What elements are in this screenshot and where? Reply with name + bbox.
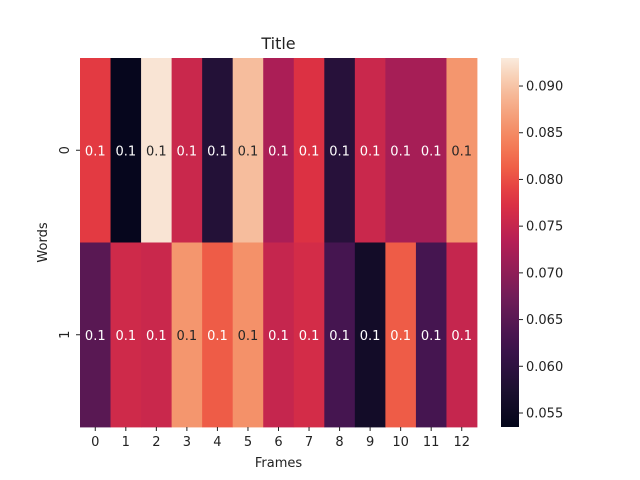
cell-value-label: 0.1 bbox=[390, 329, 411, 344]
x-axis-ticks: 0 1 2 3 4 5 6 7 8 9 10 11 12 bbox=[91, 427, 470, 450]
y-tick-label: 0 bbox=[58, 146, 73, 154]
y-axis-ticks: 01 bbox=[58, 146, 80, 339]
colorbar-tick-label: 0.065 bbox=[526, 313, 563, 328]
heatmap-cell bbox=[232, 58, 264, 243]
cell-value-label: 0.1 bbox=[115, 144, 136, 159]
cell-value-label: 0.1 bbox=[329, 144, 350, 159]
chart-title: Title bbox=[260, 34, 295, 53]
cell-value-label: 0.1 bbox=[177, 329, 198, 344]
cell-value-label: 0.1 bbox=[207, 144, 228, 159]
x-tick-label: 9 bbox=[366, 435, 374, 450]
heatmap-cell bbox=[80, 242, 111, 428]
heatmap-cell bbox=[446, 58, 478, 243]
heatmap-cell bbox=[263, 58, 295, 243]
heatmap-cell bbox=[415, 242, 447, 428]
cell-value-label: 0.1 bbox=[146, 144, 167, 159]
x-tick-label: 5 bbox=[244, 435, 252, 450]
cell-value-label: 0.1 bbox=[85, 144, 106, 159]
x-tick-label: 12 bbox=[453, 435, 470, 450]
cell-value-label: 0.1 bbox=[360, 144, 381, 159]
x-tick-label: 11 bbox=[423, 435, 440, 450]
heatmap-cell bbox=[293, 58, 325, 243]
colorbar-ticks: 0.055 0.060 0.065 0.070 0.075 0.080 0.085 0.090 bbox=[519, 80, 563, 421]
cell-value-label: 0.1 bbox=[85, 329, 106, 344]
heatmap-cell bbox=[385, 242, 417, 428]
heatmap-cell bbox=[446, 242, 478, 428]
cell-value-label: 0.1 bbox=[268, 144, 289, 159]
cell-value-label: 0.1 bbox=[207, 329, 228, 344]
heatmap-cell bbox=[80, 58, 111, 243]
colorbar bbox=[501, 58, 519, 427]
x-tick-label: 8 bbox=[335, 435, 343, 450]
cell-value-label: 0.1 bbox=[238, 329, 259, 344]
heatmap-cell bbox=[293, 242, 325, 428]
colorbar-tick-label: 0.060 bbox=[526, 360, 563, 375]
x-tick-label: 4 bbox=[213, 435, 221, 450]
x-tick-label: 2 bbox=[152, 435, 160, 450]
cell-value-label: 0.1 bbox=[115, 329, 136, 344]
x-axis-label: Frames bbox=[255, 456, 303, 471]
colorbar-tick-label: 0.090 bbox=[526, 80, 563, 95]
x-tick-label: 7 bbox=[305, 435, 313, 450]
cell-value-label: 0.1 bbox=[451, 144, 472, 159]
heatmap-cell bbox=[202, 242, 234, 428]
x-tick-label: 10 bbox=[392, 435, 409, 450]
cell-value-label: 0.1 bbox=[268, 329, 289, 344]
cell-value-label: 0.1 bbox=[177, 144, 198, 159]
heatmap-cell bbox=[324, 242, 356, 428]
heatmap-cell bbox=[141, 242, 173, 428]
heatmap-cell bbox=[171, 58, 203, 243]
cell-value-label: 0.1 bbox=[329, 329, 350, 344]
cell-value-label: 0.1 bbox=[421, 144, 442, 159]
heatmap-cell bbox=[324, 58, 356, 243]
cell-value-label: 0.1 bbox=[390, 144, 411, 159]
colorbar-tick-label: 0.080 bbox=[526, 173, 563, 188]
cell-value-label: 0.1 bbox=[451, 329, 472, 344]
heatmap-cell bbox=[354, 242, 386, 428]
heatmap-cell bbox=[110, 242, 142, 428]
colorbar-tick-label: 0.055 bbox=[526, 406, 563, 421]
heatmap-cell bbox=[415, 58, 447, 243]
heatmap-cell bbox=[171, 242, 203, 428]
x-tick-label: 0 bbox=[91, 435, 99, 450]
y-tick-label: 1 bbox=[58, 331, 73, 339]
colorbar-tick-label: 0.085 bbox=[526, 126, 563, 141]
cell-value-label: 0.1 bbox=[299, 329, 320, 344]
heatmap-cell bbox=[202, 58, 234, 243]
heatmap-cell bbox=[385, 58, 417, 243]
cell-value-label: 0.1 bbox=[299, 144, 320, 159]
heatmap-cells bbox=[80, 58, 478, 428]
colorbar-tick-label: 0.075 bbox=[526, 220, 563, 235]
cell-value-label: 0.1 bbox=[238, 144, 259, 159]
cell-value-label: 0.1 bbox=[146, 329, 167, 344]
colorbar-tick-label: 0.070 bbox=[526, 266, 563, 281]
heatmap-cell bbox=[263, 242, 295, 428]
heatmap-cell bbox=[141, 58, 173, 243]
cell-value-label: 0.1 bbox=[421, 329, 442, 344]
x-tick-label: 3 bbox=[183, 435, 191, 450]
x-tick-label: 6 bbox=[274, 435, 282, 450]
x-tick-label: 1 bbox=[122, 435, 130, 450]
heatmap-cell-labels: 0.1 0.1 0.1 0.1 0.1 0.1 0.1 0.1 0.1 0.1 0.1 0.1 0.1 0… bbox=[85, 144, 472, 344]
y-axis-label: Words bbox=[36, 222, 51, 262]
heatmap-cell bbox=[110, 58, 142, 243]
cell-value-label: 0.1 bbox=[360, 329, 381, 344]
heatmap-cell bbox=[232, 242, 264, 428]
heatmap-cell bbox=[354, 58, 386, 243]
